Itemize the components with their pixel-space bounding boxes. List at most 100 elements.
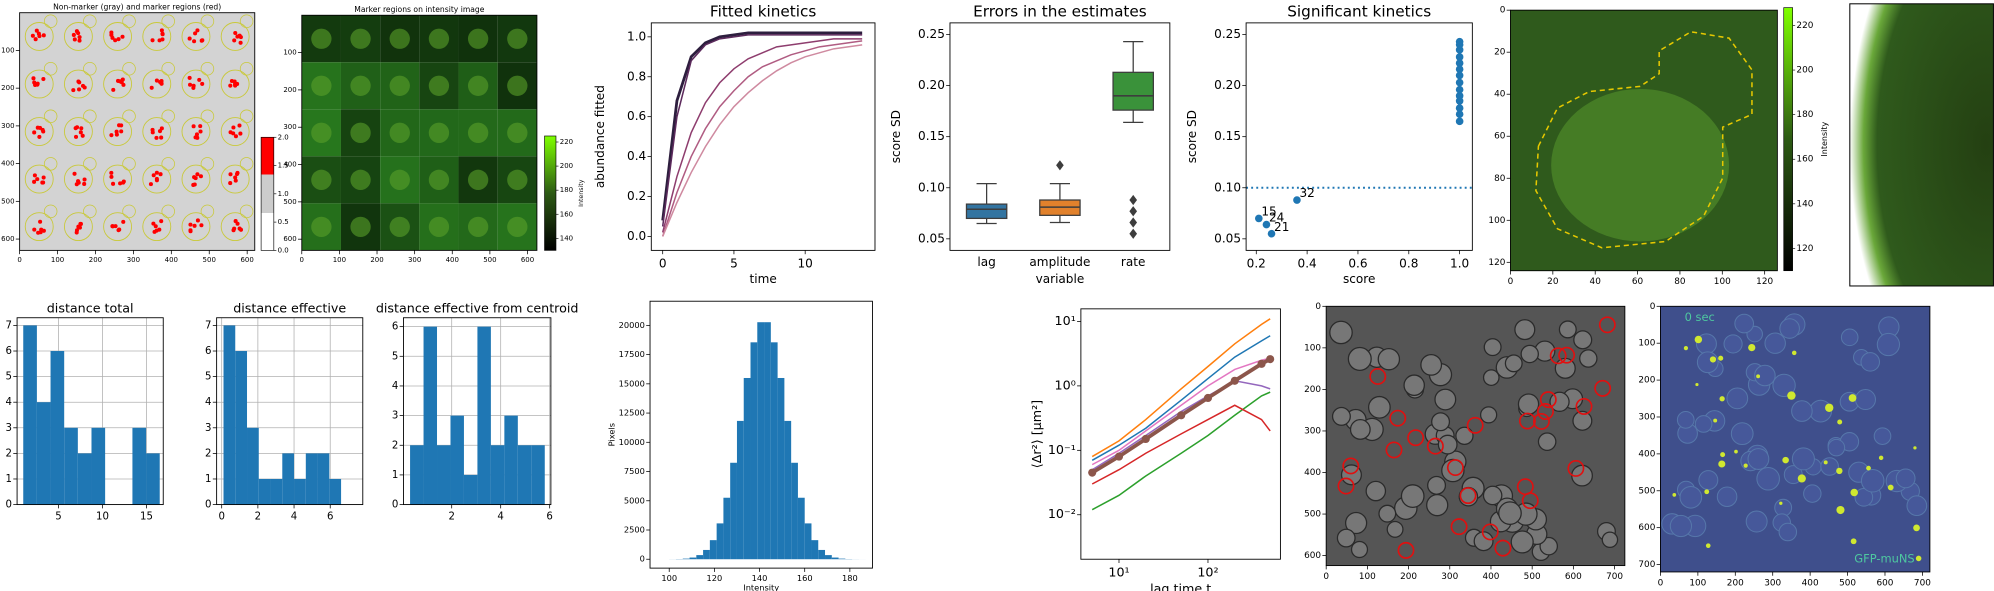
cell-glow [467, 169, 489, 191]
cell-outline [122, 109, 136, 124]
cell [1510, 530, 1534, 554]
x-tick-label: 0.4 [1298, 256, 1317, 270]
marker-region [114, 129, 119, 134]
colorbar-tick-label: 200 [1796, 66, 1813, 76]
x-tick-label: 6 [546, 512, 552, 523]
cell [1403, 374, 1425, 396]
bar [743, 377, 751, 560]
cell-outline [83, 157, 97, 171]
cell-glow [428, 216, 450, 238]
y-tick-label: 100 [283, 49, 296, 57]
detected-spot [1539, 391, 1557, 409]
cell [1441, 458, 1465, 483]
marker-region [194, 132, 200, 137]
y-tick-label: 0.15 [918, 129, 945, 143]
outlier [1129, 228, 1138, 239]
cell [1734, 313, 1755, 334]
colorbar [544, 135, 557, 251]
y-axis-label: score SD [889, 110, 903, 163]
marker-region [76, 79, 81, 84]
x-tick-label: 400 [446, 256, 459, 264]
cell [1572, 410, 1593, 431]
fluorescent-spot [1683, 346, 1689, 351]
point [1293, 196, 1301, 204]
y-tick-label: 300 [1, 122, 14, 130]
x-tick-label: 300 [127, 256, 140, 264]
cell [1726, 387, 1749, 410]
marker-region [188, 82, 193, 87]
cell [1791, 400, 1813, 422]
x-tick-label: 0 [659, 256, 667, 270]
cell-glow [1551, 88, 1730, 242]
marker-region [109, 174, 114, 179]
cell [1368, 395, 1391, 419]
colorbar-tick-label: 220 [560, 138, 573, 146]
cell-outline [103, 22, 133, 51]
x-tick-label: 180 [842, 573, 858, 583]
series-line [1091, 357, 1272, 475]
marker-region [192, 223, 197, 228]
detected-spot [1537, 403, 1554, 420]
y-tick-label: 0.6 [627, 109, 646, 123]
y-tick-label: 0 [1500, 6, 1506, 16]
point [1262, 220, 1271, 229]
marker-region [149, 85, 154, 90]
cell [1473, 531, 1494, 552]
marker-region [33, 82, 38, 87]
box [965, 203, 1008, 220]
point-label: 21 [1274, 220, 1289, 234]
bar [709, 540, 717, 560]
cell-outline [63, 69, 93, 99]
point [1455, 78, 1464, 87]
cell [1698, 470, 1719, 491]
bar [682, 558, 690, 560]
cell-glow [389, 28, 410, 49]
outlier [1129, 217, 1138, 228]
detected-spot [1494, 539, 1512, 557]
x-tick-label: 80 [1674, 277, 1686, 287]
cell-glow [311, 28, 332, 49]
fluorescent-spot [1705, 543, 1711, 548]
marker-region [154, 78, 159, 83]
cell [1860, 468, 1885, 493]
marker-region [118, 181, 123, 186]
marker-region [195, 218, 200, 223]
series-line [661, 44, 863, 237]
marker-region [148, 182, 153, 187]
bar [689, 557, 697, 560]
cell [1860, 352, 1881, 372]
cell-outline [122, 157, 136, 171]
cell [1873, 427, 1892, 445]
marker-region [41, 33, 46, 38]
marker-region [160, 37, 165, 42]
y-tick-label: 400 [283, 161, 296, 169]
cell-outline [239, 204, 254, 219]
y-axis-label: score SD [1185, 110, 1199, 163]
fluorescent-spot [1704, 489, 1710, 495]
marker-region [119, 80, 124, 85]
marker-region [235, 221, 240, 226]
cell-glow [350, 28, 371, 49]
bar [797, 497, 805, 560]
point [1455, 59, 1464, 67]
bar [223, 325, 236, 505]
point [1455, 110, 1464, 119]
chart-title: Marker regions on intensity image [354, 5, 484, 14]
marker-region [40, 180, 45, 185]
bar [723, 497, 731, 560]
y-tick-label: 1 [392, 470, 398, 481]
cell-outline [142, 117, 172, 146]
marker-region [110, 35, 115, 40]
y-tick-label: 1 [205, 474, 211, 485]
detected-spot [1369, 368, 1387, 385]
cell [1539, 536, 1559, 556]
marker-region [82, 177, 87, 182]
cell [1747, 448, 1770, 470]
x-tick-label: 200 [1727, 578, 1744, 588]
marker-region [154, 135, 159, 140]
marker-region [32, 173, 37, 178]
cell-outline [63, 117, 93, 146]
marker-region [231, 131, 236, 136]
x-tick-label: 400 [1802, 578, 1819, 588]
x-tick-label: 100 [51, 256, 64, 264]
